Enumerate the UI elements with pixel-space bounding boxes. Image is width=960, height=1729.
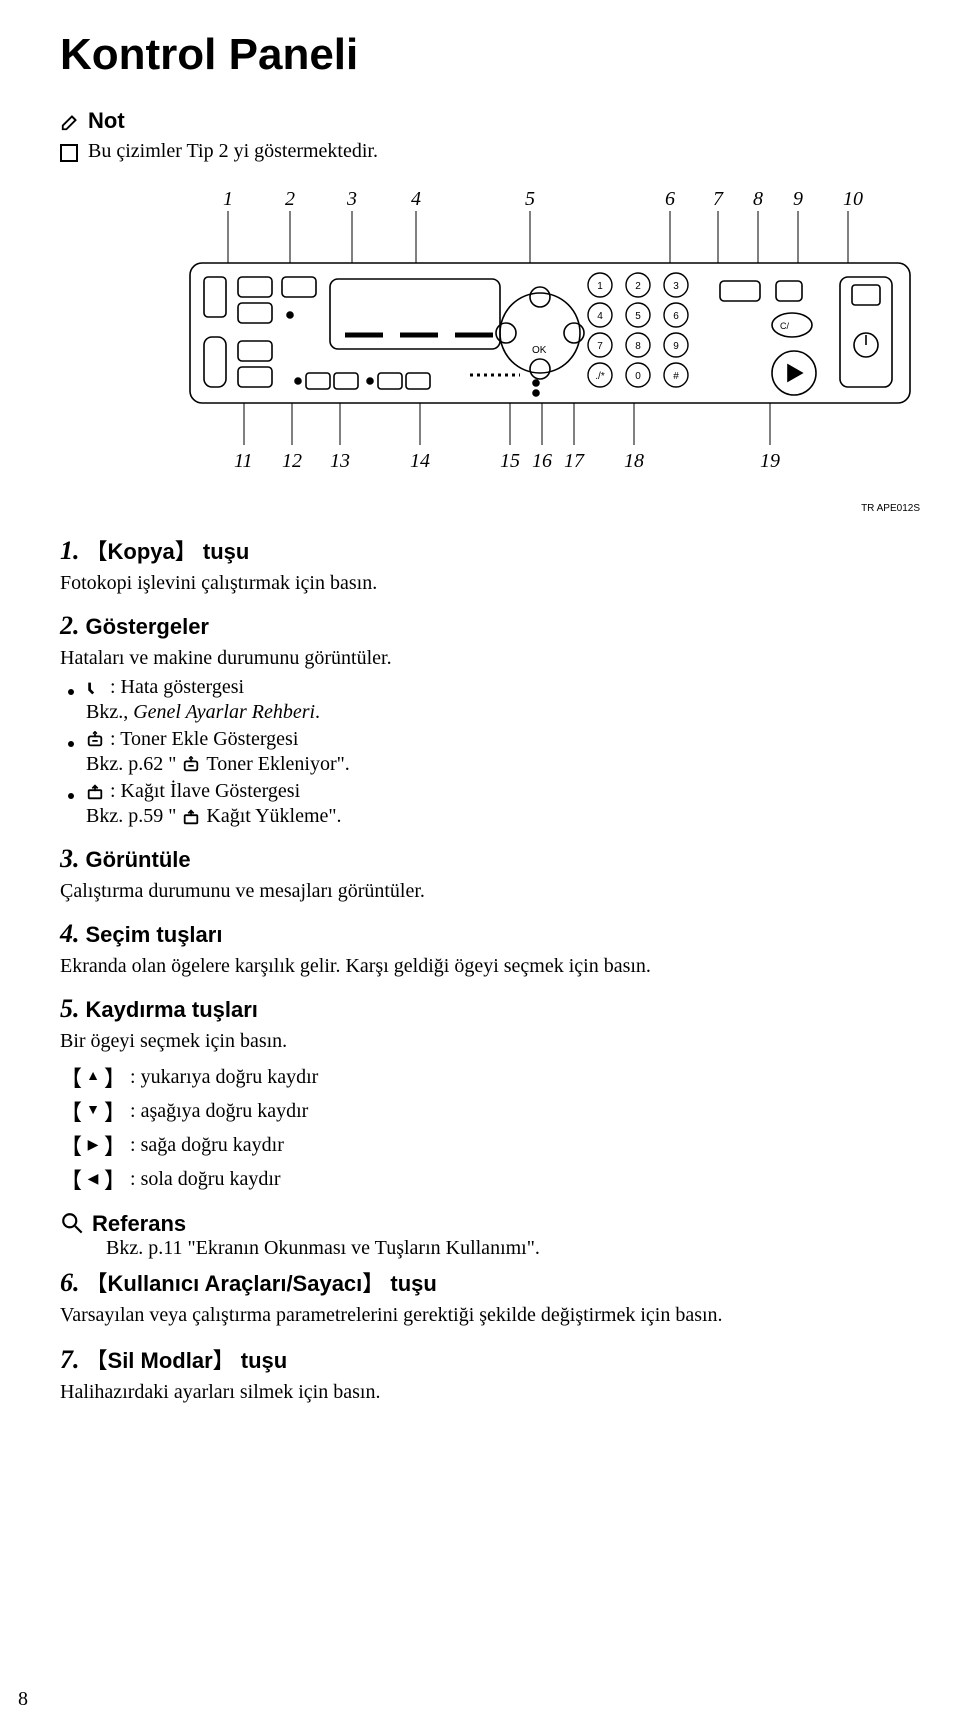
indicator-list: : Hata göstergesiBkz., Genel Ayarlar Reh… xyxy=(60,676,910,830)
svg-text:19: 19 xyxy=(760,450,780,472)
svg-text:0: 0 xyxy=(635,371,641,382)
numbered-item: 2.Göstergeler Hataları ve makine durumunu… xyxy=(60,611,910,830)
svg-text:C/: C/ xyxy=(780,321,789,331)
control-panel-diagram: 12345678910 xyxy=(180,185,920,495)
item-body: Çalıştırma durumunu ve mesajları görüntü… xyxy=(60,878,910,905)
note-text: Bu çizimler Tip 2 yi göstermektedir. xyxy=(88,140,378,163)
numbered-item: 5.Kaydırma tuşları Bir ögeyi seçmek için … xyxy=(60,994,910,1195)
svg-text:11: 11 xyxy=(234,450,253,472)
item-number: 7. xyxy=(60,1345,80,1374)
numbered-item: 6.【Kullanıcı Araçları/Sayacı】 tuşu Varsay… xyxy=(60,1266,910,1329)
note-text-line: Bu çizimler Tip 2 yi göstermektedir. xyxy=(60,140,910,163)
diagram-code: TR APE012S xyxy=(861,503,920,514)
reference-label: Referans xyxy=(92,1211,186,1237)
svg-text:3: 3 xyxy=(673,281,679,292)
svg-text:8: 8 xyxy=(753,188,763,210)
svg-text:3: 3 xyxy=(346,188,357,210)
scroll-key-item: 【▶】 : sağa doğru kaydır xyxy=(60,1129,910,1161)
item-body: Hataları ve makine durumunu görüntüler. xyxy=(60,645,910,672)
item-title: Seçim tuşları xyxy=(86,922,223,947)
square-bullet-icon xyxy=(60,144,78,162)
page-title: Kontrol Paneli xyxy=(60,30,910,80)
item-title: 【Kopya】 tuşu xyxy=(86,539,250,564)
numbered-item: 1.【Kopya】 tuşu Fotokopi işlevini çalıştır… xyxy=(60,534,910,597)
item-body: Halihazırdaki ayarları silmek için basın… xyxy=(60,1379,910,1406)
svg-text:4: 4 xyxy=(411,188,421,210)
item-body: Fotokopi işlevini çalıştırmak için basın… xyxy=(60,570,910,597)
svg-text:12: 12 xyxy=(282,450,302,472)
item-title: 【Sil Modlar】 tuşu xyxy=(86,1348,288,1373)
svg-text:#: # xyxy=(673,371,679,382)
item-number: 6. xyxy=(60,1268,80,1297)
indicator-item: : Kağıt İlave GöstergesiBkz. p.59 " Kağı… xyxy=(86,780,910,830)
svg-text:7: 7 xyxy=(597,341,603,352)
svg-text:2: 2 xyxy=(285,188,295,210)
item-body: Varsayılan veya çalıştırma parametreleri… xyxy=(60,1302,910,1329)
item-title: Görüntüle xyxy=(86,847,191,872)
numbered-item: 7.【Sil Modlar】 tuşu Halihazırdaki ayarlar… xyxy=(60,1343,910,1406)
scroll-key-item: 【▼】 : aşağıya doğru kaydır xyxy=(60,1095,910,1127)
svg-text:17: 17 xyxy=(564,450,585,472)
pencil-icon xyxy=(60,110,82,132)
svg-text:1: 1 xyxy=(223,188,233,210)
svg-text:15: 15 xyxy=(500,450,520,472)
svg-text:2: 2 xyxy=(635,281,641,292)
svg-text:7: 7 xyxy=(713,188,724,210)
item-body: Bir ögeyi seçmek için basın. xyxy=(60,1028,910,1055)
indicator-item: : Hata göstergesiBkz., Genel Ayarlar Reh… xyxy=(86,676,910,726)
scroll-key-list: 【▲】 : yukarıya doğru kaydır【▼】 : aşağıya… xyxy=(60,1061,910,1195)
item-body: Ekranda olan ögelere karşılık gelir. Kar… xyxy=(60,953,910,980)
svg-text:10: 10 xyxy=(843,188,863,210)
item-number: 3. xyxy=(60,844,80,873)
svg-text:13: 13 xyxy=(330,450,350,472)
svg-text:1: 1 xyxy=(597,281,603,292)
page-number: 8 xyxy=(18,1688,28,1711)
indicator-item: : Toner Ekle GöstergesiBkz. p.62 " Toner… xyxy=(86,728,910,778)
item-number: 1. xyxy=(60,536,80,565)
numbered-item: 3.Görüntüle Çalıştırma durumunu ve mesajl… xyxy=(60,844,910,905)
svg-text:18: 18 xyxy=(624,450,644,472)
svg-text:./*: ./* xyxy=(595,371,605,382)
item-number: 2. xyxy=(60,611,80,640)
svg-text:9: 9 xyxy=(673,341,679,352)
reference-block: ReferansBkz. p.11 "Ekranın Okunması ve T… xyxy=(60,1211,910,1260)
diagram-code-row: TR APE012S xyxy=(180,503,920,514)
svg-text:9: 9 xyxy=(793,188,803,210)
svg-text:4: 4 xyxy=(597,311,603,322)
svg-text:OK: OK xyxy=(532,345,547,356)
item-title: 【Kullanıcı Araçları/Sayacı】 tuşu xyxy=(86,1271,437,1296)
svg-text:5: 5 xyxy=(635,311,641,322)
svg-text:16: 16 xyxy=(532,450,552,472)
svg-text:8: 8 xyxy=(635,341,641,352)
svg-text:5: 5 xyxy=(525,188,535,210)
reference-text: Bkz. p.11 "Ekranın Okunması ve Tuşların … xyxy=(106,1237,910,1260)
item-number: 4. xyxy=(60,919,80,948)
scroll-key-item: 【▲】 : yukarıya doğru kaydır xyxy=(60,1061,910,1093)
item-number: 5. xyxy=(60,994,80,1023)
svg-text:6: 6 xyxy=(673,311,679,322)
item-title: Göstergeler xyxy=(86,614,210,639)
numbered-item: 4.Seçim tuşları Ekranda olan ögelere karş… xyxy=(60,919,910,980)
reference-icon xyxy=(60,1211,86,1237)
scroll-key-item: 【◀】 : sola doğru kaydır xyxy=(60,1163,910,1195)
note-label: Not xyxy=(88,108,125,134)
svg-text:6: 6 xyxy=(665,188,675,210)
item-title: Kaydırma tuşları xyxy=(86,997,258,1022)
svg-text:14: 14 xyxy=(410,450,430,472)
note-heading: Not xyxy=(60,108,910,134)
